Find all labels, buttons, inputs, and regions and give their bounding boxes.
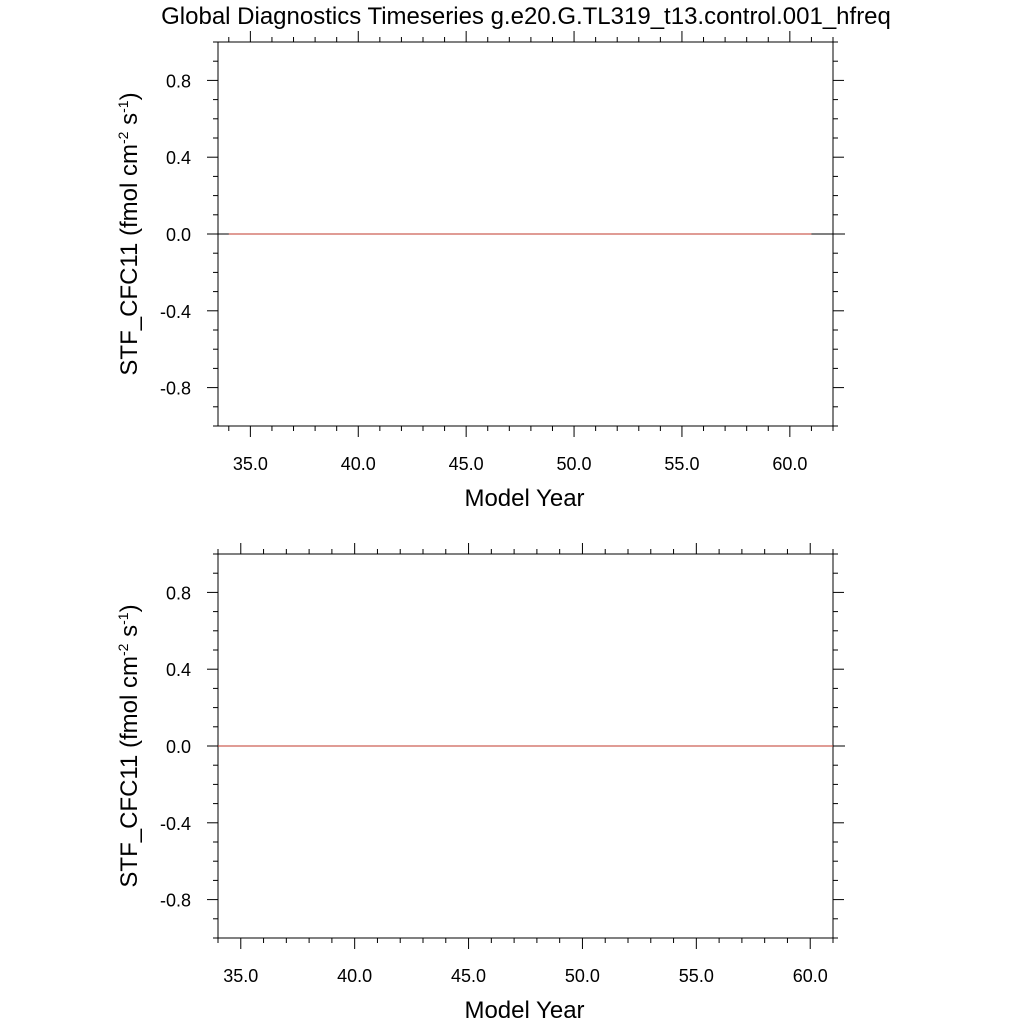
- y-tick-label: -0.4: [160, 302, 191, 322]
- y-tick-label: -0.4: [160, 814, 191, 834]
- chart-panel-2: 35.0 40.0 45.0 50.0 55.0 60.0 0.8 0.4 0.0 -0.4 -0.…: [115, 543, 845, 1024]
- figure-title: Global Diagnostics Timeseries g.e20.G.TL…: [161, 3, 891, 30]
- y-axis-title: STF_CFC11 (fmol cm-2 s-1): [115, 604, 143, 887]
- y-tick-label: 0.4: [166, 148, 191, 168]
- x-axis-title: Model Year: [464, 485, 584, 512]
- y-tick-label: -0.8: [160, 891, 191, 911]
- x-tick-label: 35.0: [233, 454, 268, 474]
- y-tick-label: 0.8: [166, 583, 191, 603]
- y-axis-title-part: STF_CFC11 (fmol cm: [116, 656, 143, 888]
- x-tick-label: 50.0: [565, 966, 600, 986]
- y-tick-label: 0.0: [166, 737, 191, 757]
- y-axis-title-part: ): [116, 92, 143, 100]
- y-axis-title-superscript: -2: [115, 131, 131, 144]
- y-axis-title-part: s: [116, 625, 143, 644]
- x-tick-label: 35.0: [223, 966, 258, 986]
- x-tick-label: 45.0: [449, 454, 484, 474]
- y-tick-label: -0.8: [160, 379, 191, 399]
- y-tick-label: 0.4: [166, 660, 191, 680]
- chart-panels: 35.0 40.0 45.0 50.0 55.0 60.0 0.8 0.4 0.0 -0.4 -0.…: [115, 31, 845, 1024]
- y-tick-label: 0.0: [166, 225, 191, 245]
- y-axis-title: STF_CFC11 (fmol cm-2 s-1): [115, 92, 143, 375]
- x-tick-label: 40.0: [337, 966, 372, 986]
- y-axis-title-superscript: -1: [115, 612, 131, 625]
- x-tick-label: 45.0: [451, 966, 486, 986]
- x-tick-label: 55.0: [679, 966, 714, 986]
- y-axis-title-part: s: [116, 113, 143, 132]
- x-tick-label: 60.0: [772, 454, 807, 474]
- x-axis-title: Model Year: [464, 997, 584, 1024]
- y-axis-title-superscript: -1: [115, 100, 131, 113]
- y-axis-title-part: STF_CFC11 (fmol cm: [116, 144, 143, 376]
- x-tick-label: 40.0: [341, 454, 376, 474]
- y-axis-title-superscript: -2: [115, 643, 131, 656]
- y-axis-title-part: ): [116, 604, 143, 612]
- chart-panel-1: 35.0 40.0 45.0 50.0 55.0 60.0 0.8 0.4 0.0 -0.4 -0.…: [115, 31, 845, 512]
- x-tick-label: 60.0: [793, 966, 828, 986]
- y-tick-label: 0.8: [166, 71, 191, 91]
- x-tick-label: 55.0: [664, 454, 699, 474]
- x-tick-label: 50.0: [557, 454, 592, 474]
